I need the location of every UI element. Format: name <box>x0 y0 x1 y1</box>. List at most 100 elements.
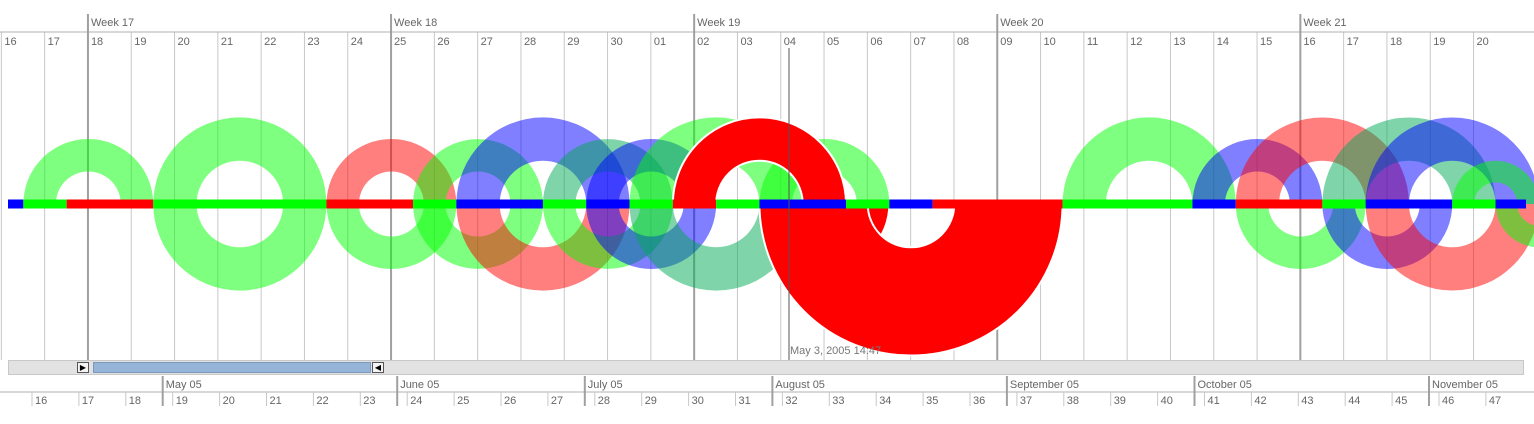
day-tick-label: 20 <box>1477 36 1489 48</box>
event-segment <box>672 199 717 209</box>
day-tick-label: 16 <box>4 36 16 48</box>
day-tick-label: 09 <box>1000 36 1012 48</box>
day-tick-label: 14 <box>1217 36 1229 48</box>
overview-week-label: 47 <box>1489 395 1501 407</box>
overview-week-label: 28 <box>598 395 610 407</box>
overview-month-label: November 05 <box>1432 379 1498 391</box>
triangle-left-icon: ◀ <box>374 363 382 372</box>
event-segment <box>1452 199 1496 209</box>
day-tick-label: 22 <box>264 36 276 48</box>
connection-arc <box>153 117 327 204</box>
overview-week-label: 25 <box>457 395 469 407</box>
event-bar <box>8 199 1526 209</box>
overview-week-label: 46 <box>1442 395 1454 407</box>
event-segment <box>8 199 24 209</box>
event-segment <box>1495 199 1526 209</box>
day-tick-label: 26 <box>437 36 449 48</box>
event-segment <box>1322 199 1366 209</box>
overview-week-label: 44 <box>1348 395 1360 407</box>
overview-week-label: 45 <box>1395 395 1407 407</box>
day-tick-label: 04 <box>784 36 796 48</box>
day-tick-label: 27 <box>481 36 493 48</box>
day-tick-label: 23 <box>307 36 319 48</box>
overview-week-label: 20 <box>223 395 235 407</box>
scrollbar-thumb[interactable] <box>93 362 371 373</box>
cursor-timestamp: May 3, 2005 14:47 <box>790 345 882 357</box>
day-tick-label: 11 <box>1087 36 1098 48</box>
connection-arc <box>1365 204 1534 291</box>
event-segment <box>1062 199 1193 209</box>
overview-month-label: July 05 <box>588 379 623 391</box>
event-segment <box>1192 199 1236 209</box>
overview-week-label: 39 <box>1114 395 1126 407</box>
horizontal-scrollbar[interactable]: ▶ ◀ <box>8 360 1524 375</box>
day-tick-label: 07 <box>914 36 926 48</box>
day-tick-label: 25 <box>394 36 406 48</box>
day-tick-label: 18 <box>1390 36 1402 48</box>
scroll-right-button[interactable]: ◀ <box>372 362 384 373</box>
overview-axis[interactable]: 16 17 18 19 20 21 22 23 24 25 26 27 28 29 30 31 32 33 34 35… <box>0 360 1534 424</box>
overview-week-label: 26 <box>504 395 516 407</box>
overview-month-label: September 05 <box>1010 379 1079 391</box>
day-tick-label: 29 <box>567 36 579 48</box>
day-tick-label: 03 <box>740 36 752 48</box>
event-segment <box>326 199 414 209</box>
event-segment <box>716 199 760 209</box>
connection-arc <box>456 204 630 291</box>
overview-week-label: 29 <box>645 395 657 407</box>
event-segment <box>153 199 327 209</box>
overview-week-label: 30 <box>692 395 704 407</box>
connection-arc <box>153 204 327 291</box>
week-tick-label: Week 17 <box>91 17 134 29</box>
event-segment <box>629 199 673 209</box>
event-segment <box>1235 199 1323 209</box>
day-tick-label: 19 <box>134 36 146 48</box>
week-tick-label: Week 18 <box>394 17 437 29</box>
overview-week-label: 23 <box>363 395 375 407</box>
day-tick-label: 28 <box>524 36 536 48</box>
highlight-arc <box>671 116 848 205</box>
connection-arc <box>1452 160 1534 204</box>
day-tick-label: 06 <box>870 36 882 48</box>
event-segment <box>456 199 543 209</box>
day-tick-label: 30 <box>611 36 623 48</box>
scroll-left-button[interactable]: ▶ <box>77 362 89 373</box>
day-tick-label: 17 <box>48 36 60 48</box>
overview-week-label: 41 <box>1208 395 1220 407</box>
overview-month-label: May 05 <box>166 379 202 391</box>
overview-week-label: 37 <box>1020 395 1032 407</box>
week-tick-label: Week 20 <box>1000 17 1043 29</box>
event-segment <box>1365 199 1453 209</box>
highlight-arc <box>758 203 1064 357</box>
day-tick-label: 13 <box>1173 36 1185 48</box>
overview-week-label: 40 <box>1161 395 1173 407</box>
event-segment <box>586 199 630 209</box>
connection-arc <box>629 204 803 291</box>
overview-week-label: 16 <box>35 395 47 407</box>
day-tick-label: 01 <box>654 36 666 48</box>
overview-week-label: 18 <box>129 395 141 407</box>
connection-arc <box>23 139 154 204</box>
overview-week-label: 35 <box>926 395 938 407</box>
connection-arc <box>1062 117 1236 204</box>
overview-week-label: 31 <box>739 395 751 407</box>
event-segment <box>23 199 67 209</box>
event-segment <box>889 199 933 209</box>
day-tick-label: 15 <box>1260 36 1272 48</box>
overview-month-label: June 05 <box>400 379 439 391</box>
overview-week-label: 33 <box>832 395 844 407</box>
day-tick-label: 18 <box>91 36 103 48</box>
timeline-chart[interactable]: 16 17 18 19 20 21 22 23 24 25 26 27 28 29 30 01 02 03 04 05… <box>0 0 1534 360</box>
arc-layer <box>23 117 1534 291</box>
overview-week-label: 21 <box>270 395 282 407</box>
overview-week-label: 42 <box>1254 395 1266 407</box>
event-segment <box>413 199 457 209</box>
day-tick-label: 24 <box>351 36 363 48</box>
event-segment <box>932 199 1063 209</box>
overview-month-label: October 05 <box>1198 379 1252 391</box>
day-tick-label: 20 <box>178 36 190 48</box>
highlight-spiral <box>671 116 1064 357</box>
day-tick-label: 12 <box>1130 36 1142 48</box>
day-tick-label: 19 <box>1433 36 1445 48</box>
connection-arc <box>456 117 630 204</box>
